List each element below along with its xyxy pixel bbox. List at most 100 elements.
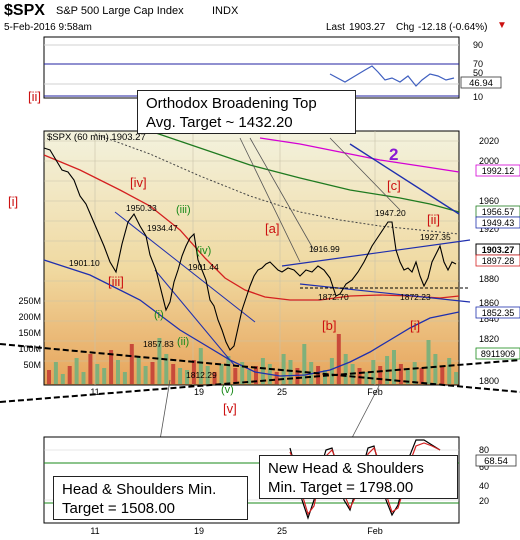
vol-tick-150: 150M xyxy=(18,328,41,338)
header-exchange: INDX xyxy=(212,5,239,17)
wave-iii: [iii] xyxy=(108,274,124,289)
volume-bar xyxy=(316,366,321,384)
volume-bar xyxy=(412,362,417,384)
broadening-upper-line xyxy=(281,239,471,267)
callout-hs-min-target: Target = 1508.00 xyxy=(62,500,176,517)
hs-neckline xyxy=(0,343,520,393)
volume-bar xyxy=(336,334,341,384)
wave-paren-iv: (iv) xyxy=(196,245,211,257)
volume-bar xyxy=(109,350,114,384)
vol-tick-200: 200M xyxy=(18,312,41,322)
top-last-value-box xyxy=(460,76,502,89)
volume-bar xyxy=(364,372,369,384)
volume-bar xyxy=(219,364,224,384)
ma-red-line xyxy=(43,154,460,301)
value-ma-d: 1897.28 xyxy=(482,256,515,266)
top-panel-frame xyxy=(43,36,460,99)
value-ma-a: 1992.12 xyxy=(482,166,515,176)
volume-bar xyxy=(164,354,169,384)
header-date: 5-Feb-2016 9:58am xyxy=(4,22,92,33)
bottom-x-25: 25 xyxy=(277,526,287,536)
declining-blue-line xyxy=(349,143,460,215)
header-symbol: $SPX xyxy=(4,2,45,19)
bottom-last-value-box xyxy=(475,454,517,467)
annot-1916: 1916.99 xyxy=(309,244,340,254)
volume-bar xyxy=(205,366,210,384)
y-tick-2020: 2020 xyxy=(479,136,499,146)
volume-bar xyxy=(398,364,403,384)
broadening-lower-line xyxy=(299,283,471,303)
bottom-x-feb: Feb xyxy=(367,526,383,536)
x-tick-feb: Feb xyxy=(367,387,383,397)
volume-bar xyxy=(329,358,334,384)
wave-ii-top: [ii] xyxy=(28,89,41,104)
wave-i-left: [i] xyxy=(8,194,18,209)
annot-1901-44: 1901.44 xyxy=(188,262,219,272)
header-chg-label: Chg xyxy=(396,22,415,33)
bottom-last-value: 68.54 xyxy=(484,456,508,467)
callout-new-hs-title: New Head & Shoulders xyxy=(268,460,424,477)
value-ma-b: 1956.57 xyxy=(482,207,515,217)
bottom-axis: 80 60 40 20 xyxy=(479,445,489,506)
volume-bar xyxy=(143,366,148,384)
ma-magenta-line xyxy=(259,137,460,173)
bottom-x-axis: 11 19 25 Feb xyxy=(90,526,382,536)
volume-bar xyxy=(233,368,238,384)
volume-bar xyxy=(129,344,134,384)
volume-bar xyxy=(378,366,383,384)
wave-v: [v] xyxy=(223,401,237,416)
volume-bar xyxy=(116,360,120,384)
volume-bar xyxy=(419,368,424,384)
top-tick-70: 70 xyxy=(473,59,483,69)
volume-bar xyxy=(95,364,100,384)
volume-bar xyxy=(88,354,93,384)
vol-tick-250: 250M xyxy=(18,296,41,306)
volume-bar xyxy=(102,368,107,384)
volume-bar xyxy=(309,362,314,384)
volume-bar xyxy=(440,366,445,384)
x-tick-25: 25 xyxy=(277,387,287,397)
volume-bar xyxy=(212,372,217,384)
wave-paren-ii: (ii) xyxy=(177,336,189,348)
volume-bar xyxy=(150,362,155,384)
volume-bar xyxy=(454,372,459,384)
callout-connector-3 xyxy=(329,137,401,211)
volume-bar xyxy=(53,362,58,384)
volume-bar xyxy=(60,374,65,384)
annot-1872-70: 1872.70 xyxy=(318,292,349,302)
y-tick-1920: 1920 xyxy=(479,224,499,234)
volume-bar xyxy=(122,372,127,384)
annot-1901-10: 1901.10 xyxy=(69,258,100,268)
callout-broadening-top: Orthodox Broadening Top Avg. Target ~ 14… xyxy=(137,90,356,134)
y-tick-1820: 1820 xyxy=(479,334,499,344)
wave-ii-right: [ii] xyxy=(427,212,440,227)
x-tick-19: 19 xyxy=(194,387,204,397)
main-x-axis: 11 19 25 Feb xyxy=(90,387,382,397)
vol-tick-100: 100M xyxy=(18,344,41,354)
top-panel-indicator-line xyxy=(329,65,455,87)
volume-bar xyxy=(323,370,327,384)
y-tick-1880: 1880 xyxy=(479,274,499,284)
annot-1947: 1947.20 xyxy=(375,208,406,218)
volume-bar xyxy=(67,366,72,384)
header-name: S&P 500 Large Cap Index xyxy=(56,5,184,17)
y-tick-2000: 2000 xyxy=(479,156,499,166)
wave-paren-i: (i) xyxy=(154,309,164,321)
callout-hs-min: Head & Shoulders Min. Target = 1508.00 xyxy=(53,476,248,520)
volume-bar xyxy=(281,354,286,384)
trendline-lower xyxy=(154,269,236,367)
volume-bar xyxy=(288,360,293,384)
top-tick-10: 10 xyxy=(473,92,483,102)
header-chg-value: -12.18 (-0.64%) xyxy=(418,22,488,33)
annot-1812: 1812.29 xyxy=(186,370,217,380)
value-price: 1903.27 xyxy=(482,245,515,255)
value-volume: 8911909 xyxy=(481,349,515,359)
bottom-tick-40: 40 xyxy=(479,481,489,491)
annot-1934: 1934.47 xyxy=(147,223,178,233)
volume-bar xyxy=(185,370,189,384)
ma-dotted-line xyxy=(94,133,460,235)
volume-bar xyxy=(274,372,279,384)
price-annotations: 1950.33 1934.47 1901.44 1901.10 1857.83 … xyxy=(69,203,451,380)
volume-bar xyxy=(178,368,183,384)
volume-bar xyxy=(433,354,438,384)
